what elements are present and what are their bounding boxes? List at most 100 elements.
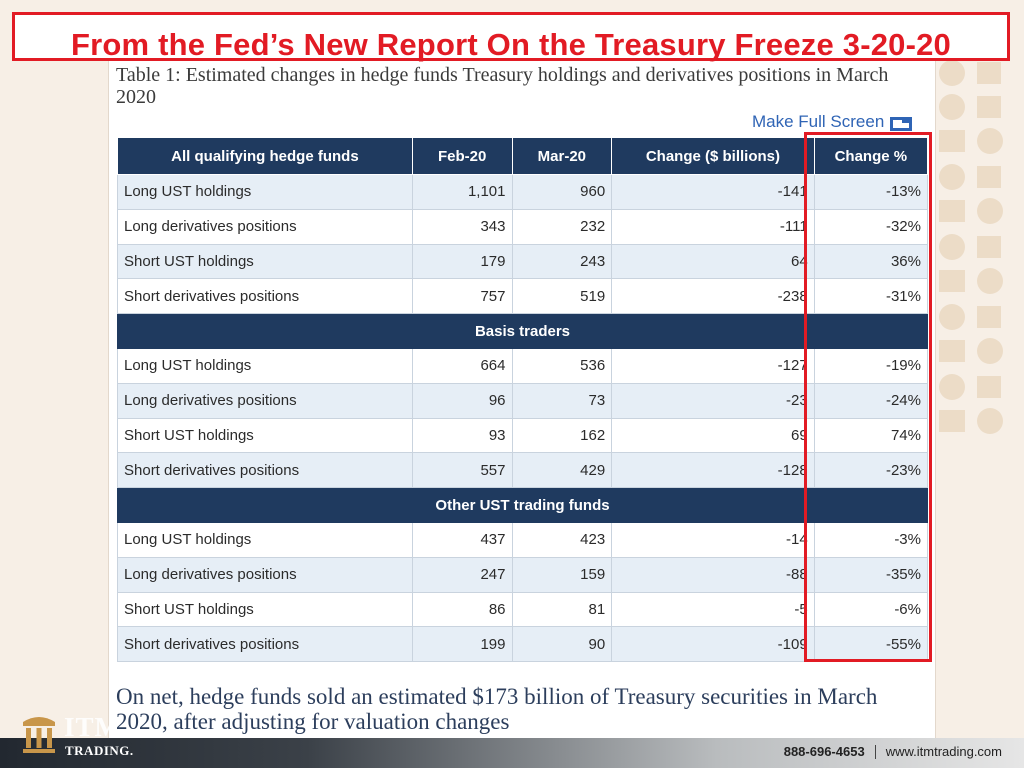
cell-mar: 519	[511, 278, 613, 315]
pillar-logo-icon	[23, 717, 55, 753]
cell-change-pct: -3%	[813, 521, 929, 558]
cell-mar: 232	[511, 208, 613, 245]
row-label: Long UST holdings	[117, 521, 413, 558]
cell-feb: 557	[411, 452, 513, 489]
cell-mar: 429	[511, 452, 613, 489]
column-header-change-pct: Change %	[813, 137, 929, 175]
section-title-basis-traders: Basis traders	[117, 313, 928, 349]
phone-number[interactable]: 888-696-4653	[783, 744, 865, 759]
cell-change-pct: -55%	[813, 626, 929, 663]
banner-title: From the Fed’s New Report On the Treasur…	[70, 27, 952, 62]
cell-mar: 159	[511, 556, 613, 593]
cell-change: -5	[611, 591, 815, 628]
website-link[interactable]: www.itmtrading.com	[885, 744, 1002, 759]
cell-mar: 73	[511, 382, 613, 419]
table-row: Long UST holdings 1,101 960 -141 -13%	[117, 174, 929, 210]
cell-change: 64	[611, 243, 815, 280]
section-header-row: Basis traders	[117, 313, 928, 349]
cell-feb: 199	[411, 626, 513, 663]
cell-change-pct: -32%	[813, 208, 929, 245]
row-label: Short UST holdings	[117, 591, 413, 628]
cell-feb: 343	[411, 208, 513, 245]
holdings-table: All qualifying hedge funds Feb-20 Mar-20…	[117, 137, 929, 663]
cell-mar: 423	[511, 521, 613, 558]
cell-mar: 536	[511, 347, 613, 384]
column-header-feb: Feb-20	[411, 137, 513, 175]
table-row: Long derivatives positions 96 73 -23 -24…	[117, 382, 929, 419]
row-label: Long UST holdings	[117, 347, 413, 384]
summary-text: On net, hedge funds sold an estimated $1…	[116, 684, 878, 734]
cell-feb: 757	[411, 278, 513, 315]
cell-change: -109	[611, 626, 815, 663]
column-header-change: Change ($ billions)	[611, 137, 815, 175]
table-row: Long UST holdings 664 536 -127 -19%	[117, 347, 929, 384]
cell-feb: 96	[411, 382, 513, 419]
cell-change-pct: -6%	[813, 591, 929, 628]
row-label: Short UST holdings	[117, 243, 413, 280]
table-row: Long UST holdings 437 423 -14 -3%	[117, 521, 929, 558]
table-row: Short derivatives positions 199 90 -109 …	[117, 626, 929, 663]
table-row: Short derivatives positions 557 429 -128…	[117, 452, 929, 489]
title-banner: From the Fed’s New Report On the Treasur…	[12, 12, 1010, 62]
row-label: Short UST holdings	[117, 417, 413, 454]
cell-feb: 93	[411, 417, 513, 454]
cell-change-pct: 36%	[813, 243, 929, 280]
footer-bar	[0, 738, 1024, 768]
table-row: Long derivatives positions 247 159 -88 -…	[117, 556, 929, 593]
row-label: Long derivatives positions	[117, 208, 413, 245]
cell-mar: 81	[511, 591, 613, 628]
full-screen-label: Make Full Screen	[752, 112, 885, 131]
cell-change: -127	[611, 347, 815, 384]
cell-feb: 437	[411, 521, 513, 558]
table-row: Long derivatives positions 343 232 -111 …	[117, 208, 929, 245]
cell-change-pct: -13%	[813, 174, 929, 210]
cell-change-pct: -19%	[813, 347, 929, 384]
table-caption: Table 1: Estimated changes in hedge fund…	[116, 64, 889, 108]
cell-change: -238	[611, 278, 815, 315]
footer-contact: 888-696-4653 www.itmtrading.com	[784, 744, 1002, 759]
table-row: Short derivatives positions 757 519 -238…	[117, 278, 929, 315]
cell-change: -128	[611, 452, 815, 489]
cell-change-pct: -31%	[813, 278, 929, 315]
cell-change: -141	[611, 174, 815, 210]
cell-change: 69	[611, 417, 815, 454]
row-label: Long UST holdings	[117, 174, 413, 210]
cell-change-pct: -35%	[813, 556, 929, 593]
cell-mar: 90	[511, 626, 613, 663]
cell-feb: 247	[411, 556, 513, 593]
cell-mar: 162	[511, 417, 613, 454]
cell-feb: 179	[411, 243, 513, 280]
cell-change: -23	[611, 382, 815, 419]
column-header-mar: Mar-20	[511, 137, 613, 175]
full-screen-link[interactable]: Make Full Screen	[752, 112, 913, 132]
cell-change-pct: -24%	[813, 382, 929, 419]
cell-change-pct: 74%	[813, 417, 929, 454]
table-row: Short UST holdings 179 243 64 36%	[117, 243, 929, 280]
cell-change-pct: -23%	[813, 452, 929, 489]
decorative-pattern	[929, 60, 1024, 730]
row-label: Short derivatives positions	[117, 626, 413, 663]
logo-itm-text: ITM	[64, 712, 121, 742]
cell-mar: 243	[511, 243, 613, 280]
cell-feb: 664	[411, 347, 513, 384]
column-header-category: All qualifying hedge funds	[117, 137, 413, 175]
section-header-row: Other UST trading funds	[117, 487, 928, 523]
row-label: Short derivatives positions	[117, 452, 413, 489]
cell-mar: 960	[511, 174, 613, 210]
section-title-other-ust: Other UST trading funds	[117, 487, 928, 523]
cell-change: -88	[611, 556, 815, 593]
cell-feb: 1,101	[411, 174, 513, 210]
itm-logo: ITM TRADING.	[20, 712, 140, 762]
cell-change: -111	[611, 208, 815, 245]
fullscreen-icon	[890, 117, 913, 131]
row-label: Short derivatives positions	[117, 278, 413, 315]
change-pct-highlight-box	[804, 132, 932, 662]
table-header-row: All qualifying hedge funds Feb-20 Mar-20…	[117, 137, 929, 175]
logo-trading-text: TRADING.	[65, 743, 134, 758]
cell-feb: 86	[411, 591, 513, 628]
row-label: Long derivatives positions	[117, 382, 413, 419]
cell-change: -14	[611, 521, 815, 558]
row-label: Long derivatives positions	[117, 556, 413, 593]
footer-divider	[874, 744, 876, 759]
table-row: Short UST holdings 86 81 -5 -6%	[117, 591, 929, 628]
